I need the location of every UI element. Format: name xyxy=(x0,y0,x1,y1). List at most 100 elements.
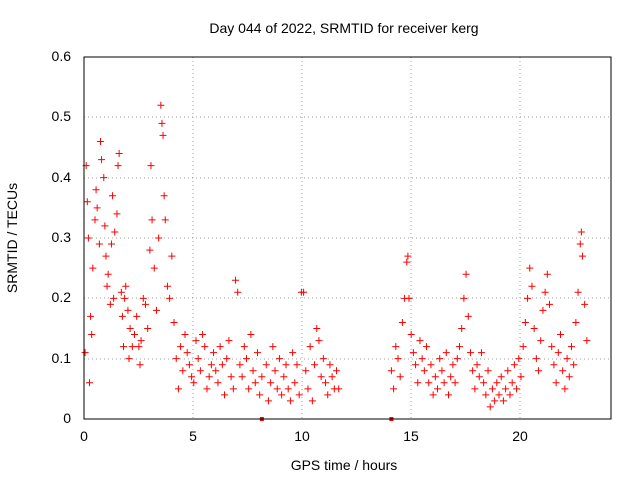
data-point xyxy=(88,331,96,339)
data-point xyxy=(109,192,117,200)
ytick-label: 0.6 xyxy=(52,48,72,64)
data-point xyxy=(225,337,233,345)
chart-title: Day 044 of 2022, SRMTID for receiver ker… xyxy=(209,20,478,36)
data-point xyxy=(96,137,104,145)
xtick-label: 15 xyxy=(403,428,419,444)
data-point xyxy=(438,367,446,375)
data-point xyxy=(139,294,147,302)
data-point xyxy=(221,391,229,399)
data-point xyxy=(196,367,204,375)
data-points xyxy=(81,101,591,421)
data-point xyxy=(133,312,141,320)
data-point xyxy=(161,216,169,224)
data-point xyxy=(409,349,417,357)
data-point xyxy=(95,240,103,248)
data-point xyxy=(480,379,488,387)
data-point xyxy=(286,397,294,405)
data-point xyxy=(212,367,220,375)
data-point xyxy=(141,300,149,308)
data-point xyxy=(121,294,129,302)
data-point xyxy=(93,204,101,212)
plot-frame xyxy=(83,56,612,420)
data-point xyxy=(163,282,171,290)
data-point xyxy=(398,318,406,326)
data-point xyxy=(502,385,510,393)
data-point xyxy=(81,349,89,357)
data-point xyxy=(552,379,560,387)
data-point xyxy=(499,397,507,405)
data-point xyxy=(302,367,310,375)
data-point xyxy=(324,391,332,399)
data-point xyxy=(392,343,400,351)
data-point xyxy=(207,361,215,369)
data-point xyxy=(273,385,281,393)
data-point xyxy=(223,355,231,363)
data-point xyxy=(194,355,202,363)
data-point xyxy=(473,361,481,369)
data-point xyxy=(313,325,321,332)
data-point xyxy=(449,361,457,369)
data-point xyxy=(390,385,398,393)
data-point xyxy=(396,373,404,381)
data-point xyxy=(229,385,237,393)
data-point xyxy=(245,385,253,393)
data-point xyxy=(405,294,413,302)
data-point xyxy=(581,300,589,308)
data-point xyxy=(89,264,97,272)
ytick-label: 0.1 xyxy=(52,350,72,366)
data-point xyxy=(247,331,255,339)
data-point xyxy=(205,373,213,381)
data-point xyxy=(114,162,122,170)
data-point xyxy=(126,325,134,332)
data-point xyxy=(295,391,303,399)
data-point xyxy=(425,379,433,387)
data-point xyxy=(271,367,279,375)
data-point xyxy=(148,216,156,224)
data-point xyxy=(458,325,466,332)
data-point xyxy=(100,174,108,182)
data-point xyxy=(190,379,198,387)
data-point xyxy=(91,216,99,224)
data-point xyxy=(539,306,547,314)
data-point xyxy=(236,361,244,369)
data-point xyxy=(528,282,536,290)
data-point xyxy=(249,367,257,375)
data-point xyxy=(136,361,144,369)
ytick-label: 0.2 xyxy=(52,289,72,305)
ytick-label: 0.5 xyxy=(52,108,72,124)
data-point xyxy=(256,391,264,399)
data-point xyxy=(83,198,91,206)
data-point xyxy=(414,379,422,387)
data-point xyxy=(128,343,136,351)
data-point xyxy=(267,379,275,387)
data-point xyxy=(240,343,248,351)
data-point xyxy=(532,355,540,363)
data-point xyxy=(110,294,118,302)
data-point xyxy=(418,355,426,363)
data-point xyxy=(431,373,439,381)
data-point xyxy=(403,258,411,266)
data-point xyxy=(177,343,185,351)
data-point xyxy=(510,361,518,369)
data-point xyxy=(493,379,501,387)
data-point xyxy=(322,379,330,387)
data-point xyxy=(210,349,218,357)
data-point xyxy=(440,379,448,387)
data-point xyxy=(98,156,106,164)
data-point xyxy=(460,294,468,302)
data-point xyxy=(144,325,152,332)
data-point xyxy=(466,349,474,357)
data-point xyxy=(484,367,492,375)
data-point xyxy=(497,373,505,381)
data-point xyxy=(519,343,527,351)
data-point xyxy=(181,331,189,339)
data-point xyxy=(333,367,341,375)
data-point xyxy=(577,228,585,236)
data-point xyxy=(567,343,575,351)
data-point xyxy=(471,385,479,393)
data-point xyxy=(535,367,543,375)
data-point xyxy=(185,361,193,369)
data-point xyxy=(506,391,514,399)
data-point xyxy=(526,264,534,272)
